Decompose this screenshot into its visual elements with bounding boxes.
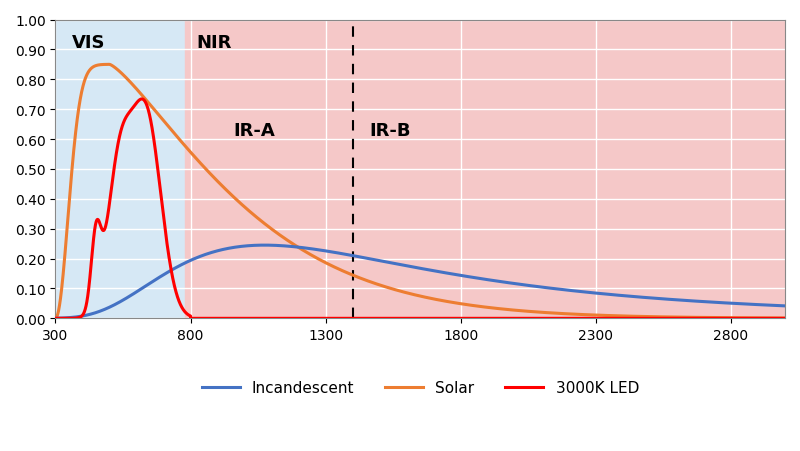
Bar xyxy=(55,20,185,318)
Text: IR-B: IR-B xyxy=(369,122,410,140)
Text: NIR: NIR xyxy=(196,34,231,52)
Legend: Incandescent, Solar, 3000K LED: Incandescent, Solar, 3000K LED xyxy=(195,374,645,401)
Bar xyxy=(185,20,785,318)
Text: VIS: VIS xyxy=(72,34,105,52)
Text: IR-A: IR-A xyxy=(234,122,275,140)
